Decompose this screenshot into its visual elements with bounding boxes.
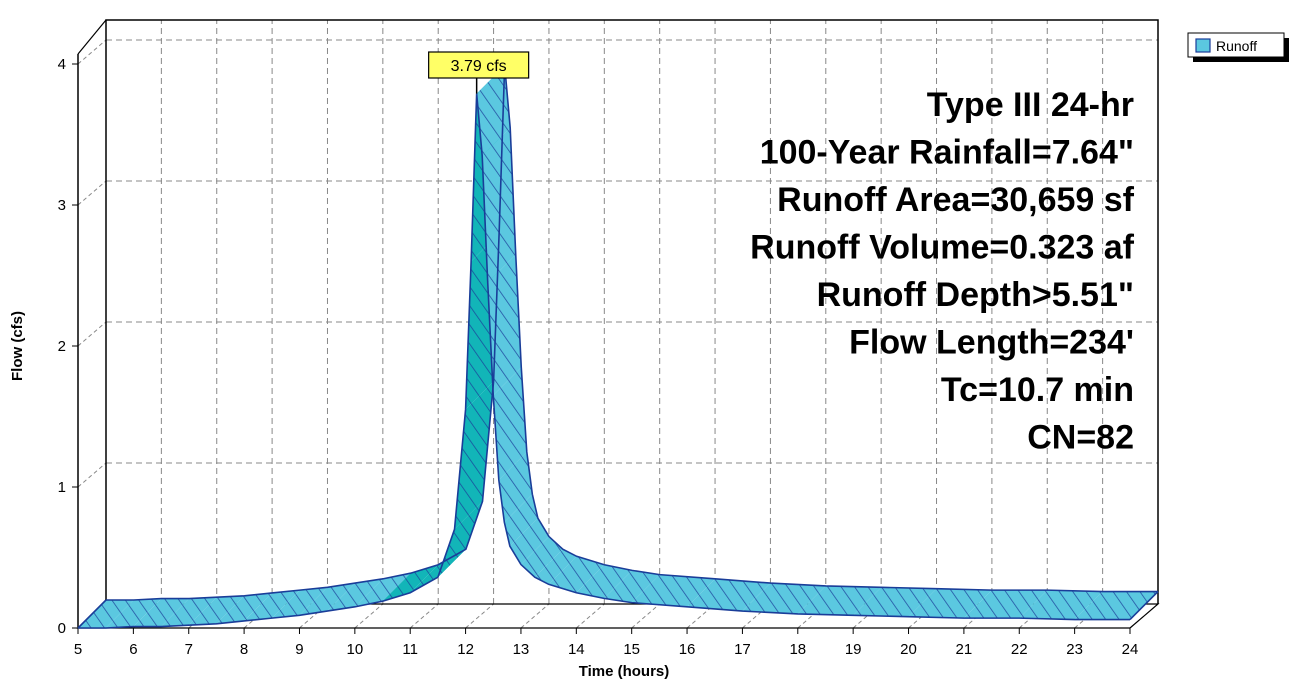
y-tick-label: 0 <box>58 620 66 637</box>
ribbon-hatch <box>797 585 882 616</box>
series-line-front <box>78 93 1130 629</box>
y-tick-label: 2 <box>58 338 66 355</box>
ribbon-hatch <box>908 588 992 619</box>
y-axis-title: Flow (cfs) <box>9 311 26 381</box>
ribbon-hatch <box>216 592 273 624</box>
y-grid-connector <box>77 39 107 65</box>
ribbon-hatch <box>498 451 533 523</box>
ribbon-hatch <box>504 494 538 547</box>
ribbon-hatch <box>963 590 1048 619</box>
ribbon-hatch <box>188 595 245 626</box>
y-tick-label: 3 <box>58 197 66 214</box>
ribbon-hatch <box>687 578 771 612</box>
y-grid-connector <box>77 180 107 206</box>
info-line: Runoff Depth>5.51" <box>817 276 1134 314</box>
x-tick-label: 7 <box>185 641 193 658</box>
ribbon-hatch <box>244 590 300 621</box>
ribbon-hatch <box>520 536 563 578</box>
x-tick-label: 10 <box>346 641 363 658</box>
ribbon-hatch <box>327 578 383 612</box>
ribbon-hatch <box>454 381 494 530</box>
ribbon-hatch <box>548 556 605 593</box>
ribbon-hatch <box>271 587 328 619</box>
x-grid-connector <box>520 603 550 629</box>
x-grid-connector <box>465 603 494 629</box>
ribbon-hatch <box>509 518 549 565</box>
annotations: 3.79 cfs <box>428 51 530 94</box>
x-tick-label: 15 <box>623 641 640 658</box>
x-tick-label: 11 <box>402 641 418 658</box>
x-tick-label: 5 <box>74 641 82 658</box>
top-depth-edge <box>77 19 107 55</box>
x-tick-label: 9 <box>295 641 303 658</box>
x-grid-connector <box>409 603 439 629</box>
x-tick-label: 13 <box>513 641 530 658</box>
back-wall <box>105 19 1159 604</box>
ribbon-hatch <box>1019 590 1103 620</box>
ribbon-hatch <box>105 598 162 628</box>
ribbon-start-edge <box>77 599 107 629</box>
y-grid-connector <box>77 462 107 488</box>
x-tick-label: 6 <box>129 641 137 658</box>
x-tick-label: 22 <box>1011 641 1028 658</box>
series-line-back <box>106 65 1158 601</box>
peak-label-box <box>428 51 530 79</box>
info-line: Flow Length=234' <box>849 324 1134 362</box>
x-grid-connector <box>354 603 384 629</box>
x-tick-label: 14 <box>568 641 585 658</box>
x-tick-label: 16 <box>679 641 696 658</box>
x-tick-label: 18 <box>789 641 806 658</box>
y-grid-connector <box>77 321 107 347</box>
x-tick-label: 20 <box>900 641 917 658</box>
ribbon-hatch <box>133 598 190 627</box>
ribbon-hatch <box>576 564 632 599</box>
ribbon-end-edge <box>1129 590 1159 621</box>
x-tick-label: 17 <box>734 641 751 658</box>
ribbon-hatch <box>1074 591 1158 620</box>
info-line: 100-Year Rainfall=7.64" <box>760 134 1134 172</box>
x-tick-label: 21 <box>956 641 973 658</box>
x-tick-label: 24 <box>1122 641 1139 658</box>
ribbon-hatch <box>382 564 439 602</box>
info-line: Runoff Area=30,659 sf <box>777 181 1134 219</box>
y-tick-label: 1 <box>58 479 66 496</box>
peak-label: 3.79 cfs <box>451 58 507 75</box>
x-grid-connector <box>575 603 605 629</box>
x-tick-label: 23 <box>1066 641 1083 658</box>
y-tick-label: 4 <box>58 56 66 73</box>
ribbon-hatch <box>482 127 516 283</box>
ribbon-hatch <box>604 570 660 603</box>
ribbon-hatch <box>534 549 577 585</box>
legend: Runoff <box>1187 32 1289 62</box>
ribbon-hatch <box>487 254 522 396</box>
ribbon-hatch <box>493 367 527 480</box>
info-line: CN=82 <box>1027 419 1134 457</box>
x-tick-label: 12 <box>457 641 474 658</box>
ribbon-hatch <box>853 587 937 617</box>
legend-swatch <box>1195 38 1211 53</box>
ribbon-hatch <box>299 583 356 616</box>
info-line: Type III 24-hr <box>927 86 1134 124</box>
x-grid-connector <box>631 603 661 629</box>
ribbon-hatch <box>78 600 134 628</box>
x-tick-label: 8 <box>240 641 248 658</box>
ribbon-hatch <box>354 573 411 607</box>
ribbon-hatch <box>161 597 217 627</box>
ribbon-hatch <box>742 583 826 614</box>
legend-label: Runoff <box>1216 38 1257 54</box>
info-line: Runoff Volume=0.323 af <box>750 229 1135 267</box>
info-line: Tc=10.7 min <box>941 371 1134 409</box>
ribbon-hatch <box>631 574 716 607</box>
series-runoff <box>77 65 1159 629</box>
info-block: Type III 24-hr 100-Year Rainfall=7.64" Run… <box>750 86 1135 457</box>
x-tick-label: 19 <box>845 641 862 658</box>
x-axis-title: Time (hours) <box>579 663 670 680</box>
